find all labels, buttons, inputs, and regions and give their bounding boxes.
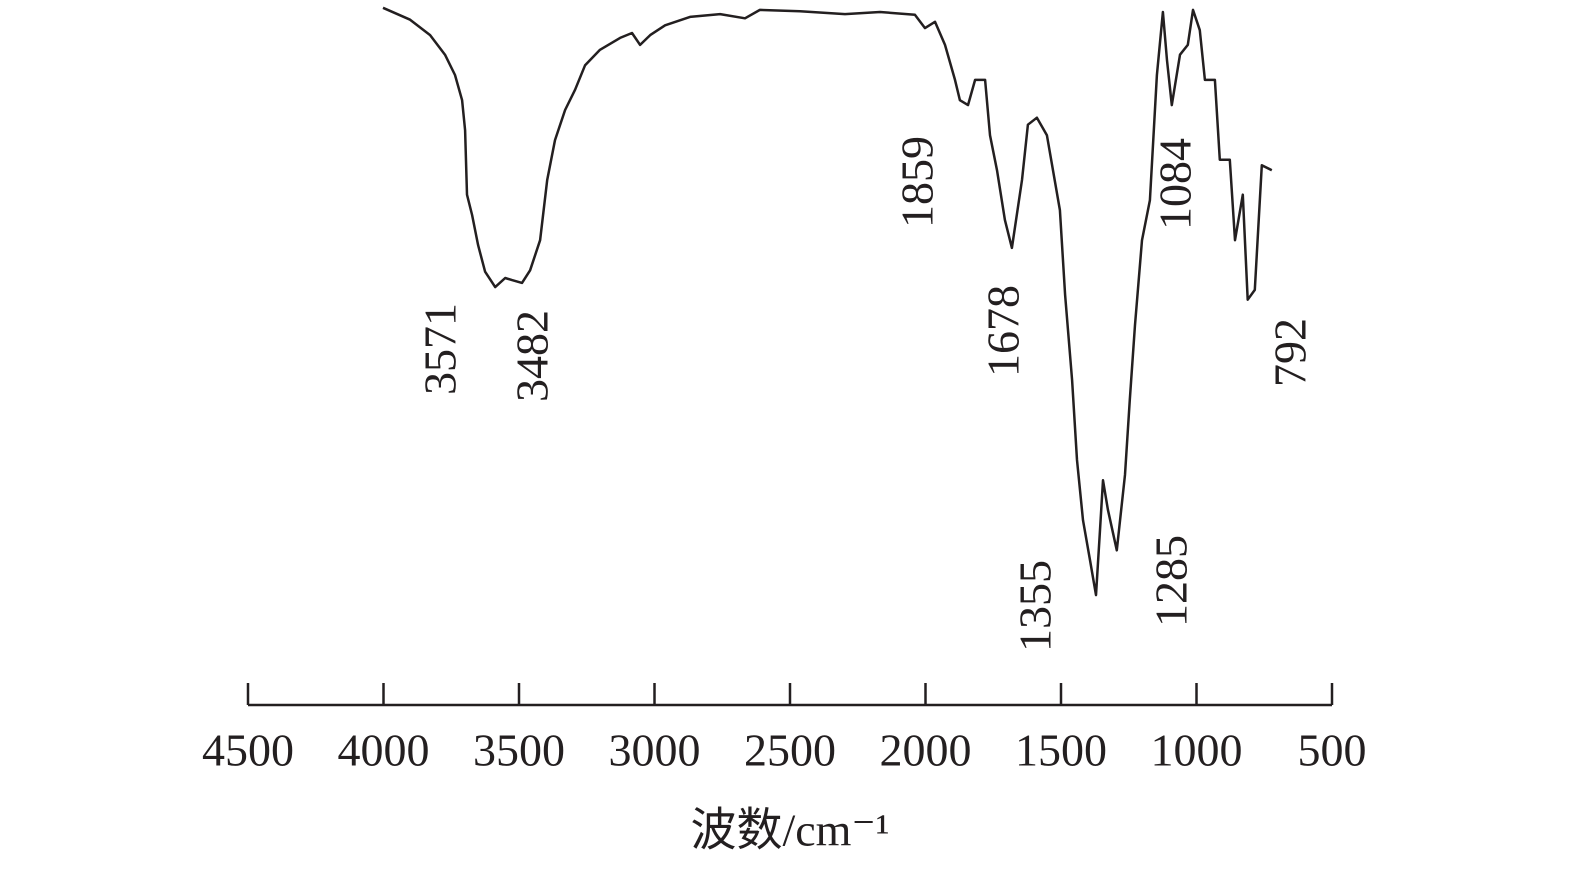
x-tick-label: 3500: [473, 725, 565, 776]
x-tick-label: 1000: [1151, 725, 1243, 776]
x-tick-label: 500: [1298, 725, 1367, 776]
peak-label: 1859: [892, 136, 943, 228]
peak-label: 3482: [507, 310, 558, 402]
peak-label: 1285: [1146, 535, 1197, 627]
x-tick-label: 1500: [1015, 725, 1107, 776]
x-tick-label: 4500: [202, 725, 294, 776]
x-tick-label: 3000: [609, 725, 701, 776]
peak-label: 3571: [415, 303, 466, 395]
peak-label: 1084: [1150, 138, 1201, 230]
peak-label: 1355: [1010, 560, 1061, 652]
peak-label: 792: [1265, 318, 1316, 387]
x-tick-label: 4000: [338, 725, 430, 776]
x-tick-label: 2000: [880, 725, 972, 776]
x-axis-title: 波数/cm⁻¹: [690, 805, 889, 856]
peak-label: 1678: [978, 285, 1029, 377]
spectrum-line: [382, 6, 1273, 597]
x-tick-label: 2500: [744, 725, 836, 776]
